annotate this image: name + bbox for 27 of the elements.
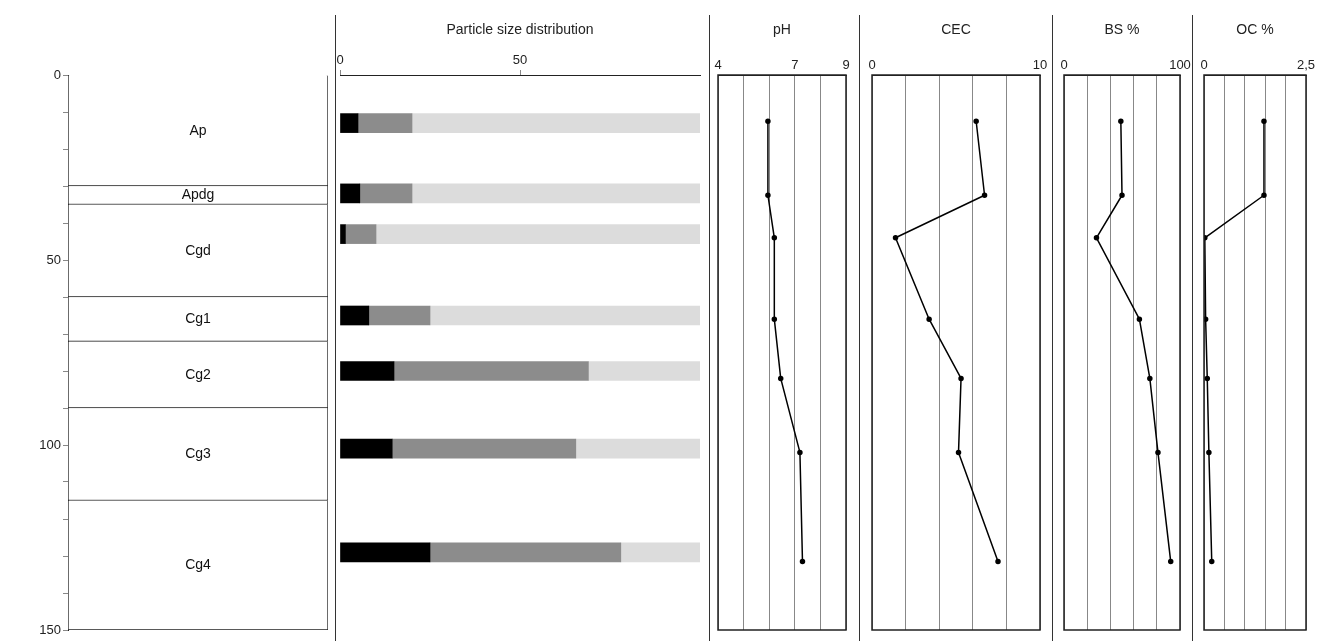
chart-title: pH <box>773 20 791 37</box>
x-tick-label: 9 <box>842 56 850 72</box>
y-tick-label: 50 <box>46 251 61 267</box>
chart-title: Particle size distribution <box>446 20 594 37</box>
series-label: Cgd <box>185 241 211 258</box>
x-tick-label: 10 <box>1032 56 1048 72</box>
x-tick-label: 4 <box>714 56 722 72</box>
y-tick-label: 150 <box>39 621 61 637</box>
x-tick-label: 0 <box>336 51 344 67</box>
x-tick-label: 50 <box>512 51 528 67</box>
x-tick-label: 0 <box>1200 56 1208 72</box>
x-tick-label: 0 <box>1060 56 1068 72</box>
series-label: Cg3 <box>185 445 212 462</box>
x-tick-label: 100 <box>1169 56 1191 72</box>
y-tick-label: 100 <box>39 436 61 452</box>
series-label: Apdg <box>181 186 215 203</box>
series-label: Ap <box>189 121 207 138</box>
series-label: Cg2 <box>185 365 212 382</box>
chart-title: OC % <box>1236 20 1274 37</box>
series-label: Cg4 <box>185 556 212 573</box>
y-tick-label: 0 <box>53 66 61 82</box>
chart-title: CEC <box>941 20 971 37</box>
x-tick-label: 0 <box>868 56 876 72</box>
series-label: Cg1 <box>185 310 212 327</box>
x-tick-label: 7 <box>791 56 799 72</box>
x-tick-label: 2,5 <box>1296 56 1316 72</box>
chart-title: BS % <box>1104 20 1140 37</box>
